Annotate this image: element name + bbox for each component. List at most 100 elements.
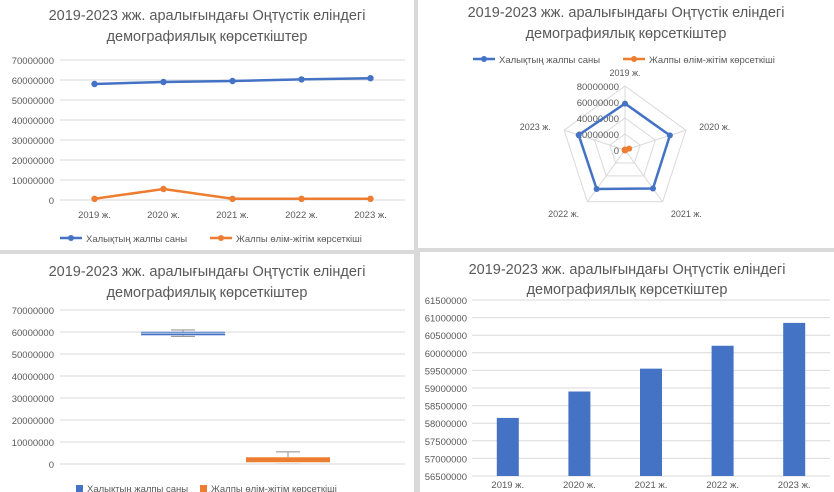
y-tick-label: 50000000 <box>12 96 54 107</box>
box <box>246 457 330 463</box>
radial-tick-label: 20000000 <box>577 130 619 141</box>
legend-marker <box>68 235 74 241</box>
radar-gridline <box>593 117 657 177</box>
x-tick-label: 2022 ж. <box>706 480 739 491</box>
data-point <box>622 100 628 107</box>
series-line <box>577 102 672 191</box>
radar-gridline <box>563 85 687 203</box>
x-tick-label: 2020 ж. <box>563 480 596 491</box>
bar <box>783 322 806 476</box>
y-tick-label: 60000000 <box>12 328 54 339</box>
y-tick-label: 61000000 <box>425 314 467 325</box>
y-tick-label: 40000000 <box>12 372 54 383</box>
y-tick-label: 70000000 <box>12 306 54 317</box>
data-point <box>575 131 582 138</box>
y-tick-label: 40000000 <box>12 116 54 127</box>
data-point <box>367 195 374 202</box>
y-tick-label: 60500000 <box>425 331 467 342</box>
radar-chart: 2019 ж. 2020 ж. 2021 ж. 2022 ж. 2023 ж. 0 2000… <box>473 55 775 219</box>
y-tick-label: 56500000 <box>425 472 467 483</box>
bar <box>568 391 591 476</box>
y-tick-label: 57000000 <box>425 454 467 465</box>
radar-gridline <box>609 133 641 164</box>
y-tick-label: 60000000 <box>425 349 467 360</box>
y-tick-label: 59000000 <box>425 384 467 395</box>
x-tick-label: 2019 ж. <box>78 210 111 221</box>
x-tick-label: 2019 ж. <box>491 480 524 491</box>
box <box>141 331 225 336</box>
category-label: 2023 ж. <box>520 122 551 132</box>
legend-marker <box>76 485 83 492</box>
radar-spoke <box>563 129 626 151</box>
category-label: 2022 ж. <box>548 209 579 219</box>
x-tick-label: 2021 ж. <box>216 210 249 221</box>
category-label: 2020 ж. <box>699 122 730 132</box>
legend-label: Жалпы өлім-жітім көрсеткіші <box>236 234 362 245</box>
y-tick-label: 30000000 <box>12 394 54 405</box>
radial-tick-label: 0 <box>614 146 619 157</box>
box-chart: 0 10000000 20000000 30000000 40000000 5000000… <box>12 306 405 492</box>
y-tick-label: 30000000 <box>12 136 54 147</box>
bar <box>711 345 734 476</box>
y-tick-label: 0 <box>49 460 54 471</box>
x-tick-label: 2023 ж. <box>778 480 811 491</box>
data-point <box>367 75 374 82</box>
line-chart-title-line2: демографиялық көрсеткіштер <box>106 29 308 45</box>
bar-chart: 56500000 57000000 57500000 58000000 58500000… <box>425 296 830 491</box>
data-point <box>621 146 628 153</box>
legend-marker <box>481 56 487 62</box>
data-point <box>160 185 167 193</box>
radar-chart-title-line1: 2019-2023 жж. аралығындағы Оңтүстік елін… <box>467 5 785 21</box>
x-tick-label: 2022 ж. <box>285 210 318 221</box>
legend-marker <box>631 56 637 62</box>
y-tick-label: 20000000 <box>12 156 54 167</box>
y-tick-label: 61500000 <box>425 296 467 307</box>
x-tick-label: 2020 ж. <box>147 210 180 221</box>
data-point <box>298 76 305 83</box>
bar <box>640 368 662 476</box>
legend-label: Жалпы өлім-жітім көрсеткіші <box>649 55 775 66</box>
data-point <box>229 77 236 85</box>
radar-spoke <box>586 149 626 203</box>
data-point <box>91 195 98 202</box>
y-tick-label: 0 <box>49 196 54 207</box>
line-chart-panel: 2019-2023 жж. аралығындағы Оңтүстік елін… <box>0 0 414 250</box>
y-tick-label: 20000000 <box>12 416 54 427</box>
legend-marker <box>200 485 207 492</box>
box-chart-panel: 2019-2023 жж. аралығындағы Оңтүстік елін… <box>0 254 414 492</box>
bar-chart-title-line1: 2019-2023 жж. аралығындағы Оңтүстік елін… <box>468 262 786 278</box>
legend-label: Жалпы өлім-жітім көрсеткіші <box>211 484 337 492</box>
data-point <box>91 80 98 88</box>
y-tick-label: 59500000 <box>425 366 467 377</box>
data-point <box>298 195 305 202</box>
data-point <box>160 78 167 86</box>
radial-tick-label: 80000000 <box>577 82 619 93</box>
y-tick-label: 70000000 <box>12 56 54 67</box>
bar <box>496 417 519 476</box>
y-tick-label: 10000000 <box>12 438 54 449</box>
line-chart: 0 10000000 20000000 30000000 40000000 5000000… <box>12 56 405 245</box>
data-point <box>229 195 236 202</box>
category-label: 2019 ж. <box>609 68 640 78</box>
x-tick-label: 2023 ж. <box>354 210 387 221</box>
y-tick-label: 58500000 <box>425 402 467 413</box>
box-chart-title-line2: демографиялық көрсеткіштер <box>106 285 308 301</box>
legend-marker <box>218 235 224 241</box>
y-tick-label: 10000000 <box>12 176 54 187</box>
data-point <box>593 186 600 193</box>
legend-label: Халықтың жалпы саны <box>87 484 188 492</box>
box-chart-title-line1: 2019-2023 жж. аралығындағы Оңтүстік елін… <box>48 264 366 280</box>
bar-chart-panel: 2019-2023 жж. аралығындағы Оңтүстік елін… <box>420 252 834 492</box>
y-tick-label: 50000000 <box>12 350 54 361</box>
radar-spoke <box>624 149 664 203</box>
y-tick-label: 58000000 <box>425 419 467 430</box>
line-chart-title-line1: 2019-2023 жж. аралығындағы Оңтүстік елін… <box>48 8 366 24</box>
radar-spoke <box>624 129 687 151</box>
legend-label: Халықтың жалпы саны <box>86 234 187 245</box>
radial-tick-label: 40000000 <box>577 114 619 125</box>
y-tick-label: 57500000 <box>425 437 467 448</box>
bar-chart-title-line2: демографиялық көрсеткіштер <box>526 282 728 298</box>
data-point <box>649 185 656 192</box>
category-label: 2021 ж. <box>671 209 702 219</box>
radar-chart-panel: 2019-2023 жж. аралығындағы Оңтүстік елін… <box>418 0 834 248</box>
